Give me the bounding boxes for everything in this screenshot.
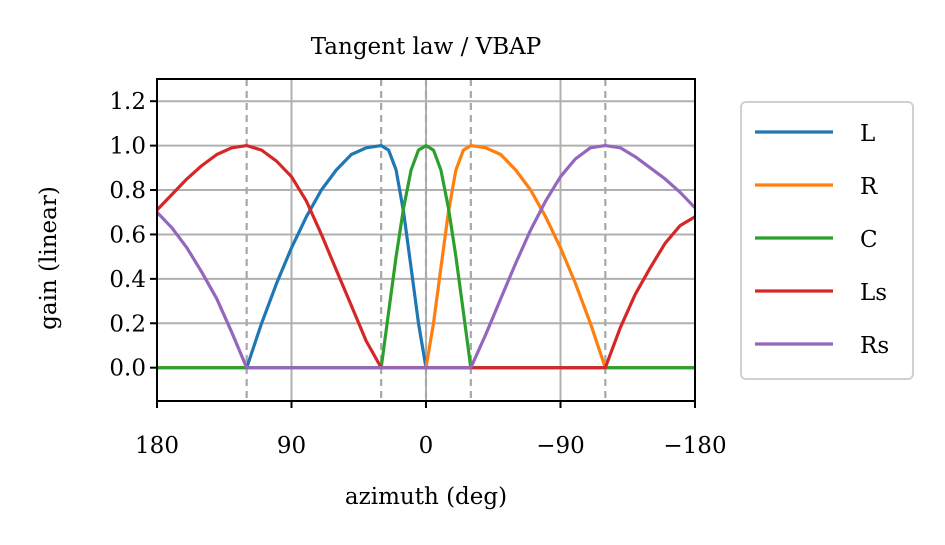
x-tick-label-2: 0 — [419, 433, 434, 459]
legend-box — [740, 101, 914, 380]
series-line-r — [157, 144, 695, 370]
y-tick-label-5: 1.0 — [109, 134, 146, 160]
x-axis: 180 90 0 −90 −180 — [135, 401, 727, 459]
legend-label-ls: Ls — [860, 280, 887, 306]
y-axis: 0.0 0.2 0.4 0.6 0.8 1.0 1.2 — [109, 89, 157, 382]
series-line-c — [157, 144, 695, 370]
legend: L R C Ls Rs — [740, 101, 914, 380]
series-line-l — [157, 144, 695, 370]
y-tick-label-4: 0.8 — [109, 178, 146, 204]
y-tick-label-0: 0.0 — [109, 356, 146, 382]
x-axis-label: azimuth (deg) — [345, 484, 507, 510]
series-lines — [155, 144, 697, 370]
chart-title: Tangent law / VBAP — [311, 34, 542, 60]
x-tick-label-1: 90 — [277, 433, 306, 459]
y-tick-label-3: 0.6 — [109, 222, 146, 248]
speaker-lines — [245, 79, 607, 401]
series-line-ls — [155, 144, 696, 370]
plot-area — [155, 78, 697, 402]
legend-label-c: C — [860, 227, 878, 253]
y-tick-label-6: 1.2 — [109, 89, 146, 115]
legend-label-r: R — [860, 174, 878, 200]
legend-label-l: L — [860, 121, 875, 147]
y-tick-label-2: 0.4 — [109, 267, 146, 293]
x-tick-label-4: −180 — [663, 433, 726, 459]
y-tick-label-1: 0.2 — [109, 311, 146, 337]
series-line-rs — [155, 144, 697, 370]
y-axis-label: gain (linear) — [36, 186, 62, 330]
legend-label-rs: Rs — [860, 333, 889, 359]
x-tick-label-0: 180 — [135, 433, 179, 459]
x-tick-label-3: −90 — [536, 433, 585, 459]
